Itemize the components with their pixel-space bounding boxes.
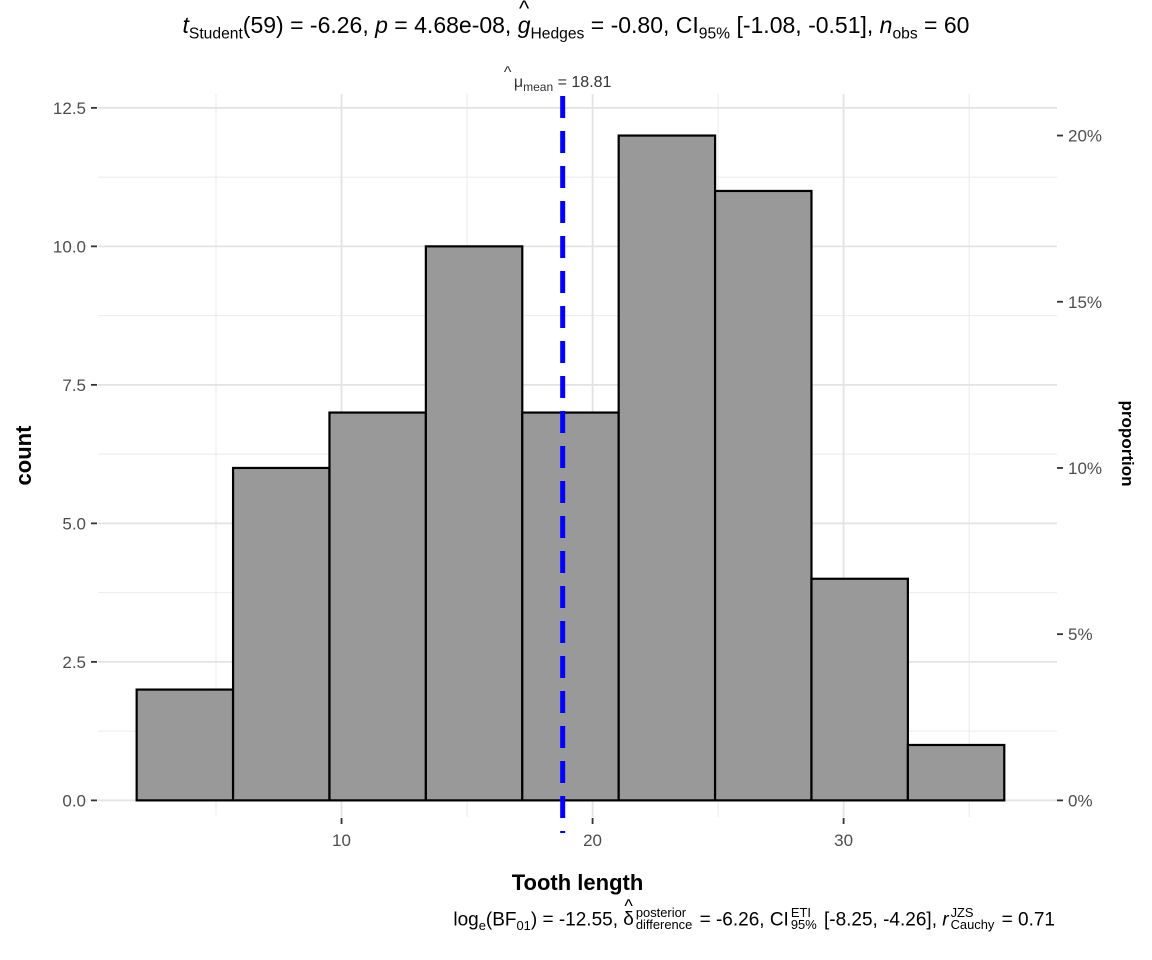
histogram-bar-9 [906, 743, 1006, 802]
y-tick-label-3: 7.5 [62, 376, 86, 395]
r-value: = 0.71 [996, 909, 1055, 931]
histogram-bar-5 [521, 411, 620, 802]
g-hat-symbol: g [518, 0, 531, 39]
bf-value: ) = -12.55, [530, 909, 624, 931]
chart-subtitle: tStudent(59) = -6.26, p = 4.68e-08, gHed… [0, 0, 1152, 42]
log-subscript: e [478, 918, 486, 934]
log-text: log [453, 909, 479, 931]
p-symbol: p [375, 12, 388, 38]
histogram-bar-2 [231, 466, 331, 802]
r-subscript: Cauchy [950, 917, 995, 933]
delta-subscript: difference [635, 917, 693, 933]
g-subscript: Hedges [530, 25, 585, 43]
ci-subscript-caption: 95% [790, 917, 817, 933]
r-superscript: JZS [950, 905, 974, 920]
mean-symbol: μ [514, 74, 523, 91]
histogram-bar-6 [617, 134, 717, 802]
y2-tick-label-3: 15% [1068, 293, 1102, 312]
y-tick-label-2: 5.0 [62, 514, 86, 533]
delta-value: = -6.26, CI [694, 909, 789, 931]
y2-tick-label-1: 5% [1068, 625, 1093, 644]
effect-size-value: = -0.80, CI [584, 12, 699, 38]
ci-value-caption: [-8.25, -4.26], [818, 909, 943, 931]
delta-scripts: posterior difference [635, 905, 693, 933]
r-scripts: JZS Cauchy [950, 905, 995, 933]
y2-axis-title: proportion [1118, 401, 1137, 487]
ci-value: [-1.08, -0.51], [730, 12, 880, 38]
histogram-bar-4 [424, 245, 524, 802]
t-statistic-value: (59) = -6.26, [242, 12, 376, 38]
x-axis-title: Tooth length [512, 870, 644, 895]
ci-scripts: ETI 95% [790, 905, 817, 933]
n-value: = 60 [917, 12, 970, 38]
x-tick-label-2: 30 [834, 831, 853, 850]
histogram-bar-7 [713, 189, 813, 802]
histogram-bar-3 [328, 411, 427, 802]
p-value: = 4.68e-08, [387, 12, 518, 38]
ci-superscript: ETI [790, 905, 811, 920]
y2-tick-label-0: 0% [1068, 791, 1093, 810]
r-symbol: r [942, 909, 949, 931]
t-symbol: t [182, 12, 189, 38]
y-axis-left: 0.0 2.5 5.0 7.5 10.0 12.5 [53, 99, 97, 810]
ci-subscript: 95% [698, 25, 731, 43]
x-axis: 10 20 30 [332, 818, 853, 850]
chart-caption: loge(BF01) = -12.55, δposteriordifferenc… [453, 896, 1055, 934]
delta-hat-symbol: δ [623, 896, 634, 931]
bf-open: (BF [485, 909, 517, 931]
y-axis-title: count [11, 425, 36, 486]
y-axis-right: 0% 5% 10% 15% 20% [1057, 127, 1102, 810]
y-tick-label-0: 0.0 [62, 791, 86, 810]
bf-subscript: 01 [516, 918, 531, 934]
mean-subscript: mean [523, 80, 553, 94]
y2-tick-label-2: 10% [1068, 459, 1102, 478]
mean-label: μmean = 18.81 [514, 74, 612, 94]
y-tick-label-4: 10.0 [53, 237, 86, 256]
mean-hat-accent: ^ [504, 64, 512, 81]
x-tick-label-1: 20 [583, 831, 602, 850]
t-subscript: Student [188, 25, 243, 43]
n-subscript: obs [892, 25, 918, 43]
n-symbol: n [879, 12, 893, 38]
mean-value: = 18.81 [553, 74, 611, 91]
y-tick-label-5: 12.5 [53, 99, 86, 118]
delta-superscript: posterior [635, 905, 687, 920]
x-tick-label-0: 10 [332, 831, 351, 850]
histogram-bar-1 [135, 688, 235, 802]
histogram-bar-8 [810, 577, 909, 802]
histogram-bars [135, 134, 1006, 802]
y2-tick-label-4: 20% [1068, 127, 1102, 146]
y-tick-label-1: 2.5 [62, 653, 86, 672]
